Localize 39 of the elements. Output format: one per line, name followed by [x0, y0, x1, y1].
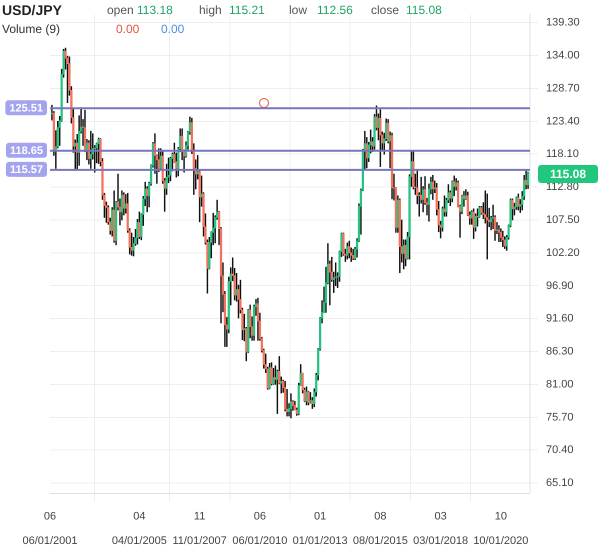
x-tick-label: 03 03/01/2018	[413, 510, 468, 547]
y-tick-label: 91.60	[546, 312, 574, 325]
chart-title: USD/JPY	[2, 2, 62, 18]
y-tick-label: 128.70	[546, 82, 580, 94]
y-tick-label: 139.30	[546, 16, 580, 29]
y-tick-label: 96.90	[546, 280, 574, 292]
annotation: low	[289, 3, 308, 17]
annotation: Volume (9)	[2, 22, 60, 36]
annotation: high	[199, 3, 222, 17]
x-tick-label: 08 08/01/2015	[352, 510, 408, 547]
x-tick-label: 04 04/01/2005	[112, 510, 167, 547]
annotation: 0.00	[161, 22, 184, 36]
y-tick-label: 70.40	[546, 444, 574, 456]
y-tick-label: 75.70	[546, 411, 574, 424]
x-tick-label: 11 11/01/2007	[172, 510, 227, 547]
annotation: 115.21	[229, 3, 265, 17]
annotation: close	[371, 3, 400, 17]
ref-line-label: 115.57	[10, 164, 44, 176]
y-tick-label: 118.10	[546, 148, 579, 160]
annotation: 115.08	[406, 3, 442, 17]
candlestick	[486, 194, 488, 260]
ref-line-label: 125.51	[9, 102, 44, 114]
y-tick-label: 65.10	[546, 477, 574, 490]
x-tick-label: 06 06/01/2010	[232, 510, 288, 547]
y-tick-label: 81.00	[546, 378, 574, 390]
x-tick-label: 10 10/01/2020	[473, 510, 528, 547]
x-tick-label: 01 01/01/2013	[292, 510, 348, 547]
annotation: 112.56	[317, 3, 353, 17]
x-tick-label: 06 06/01/2001	[22, 510, 78, 547]
ref-line-label: 118.65	[10, 144, 44, 157]
annotation: 0.00	[116, 22, 140, 36]
y-tick-label: 107.50	[546, 214, 580, 226]
text: 115.08	[538, 165, 598, 183]
y-tick-label: 102.20	[546, 246, 580, 259]
annotation: 113.18	[137, 3, 173, 17]
y-tick-label: 134.00	[546, 50, 580, 62]
y-tick-label: 123.40	[546, 115, 580, 128]
annotation: open	[107, 3, 134, 17]
y-tick-label: 86.30	[546, 346, 574, 358]
